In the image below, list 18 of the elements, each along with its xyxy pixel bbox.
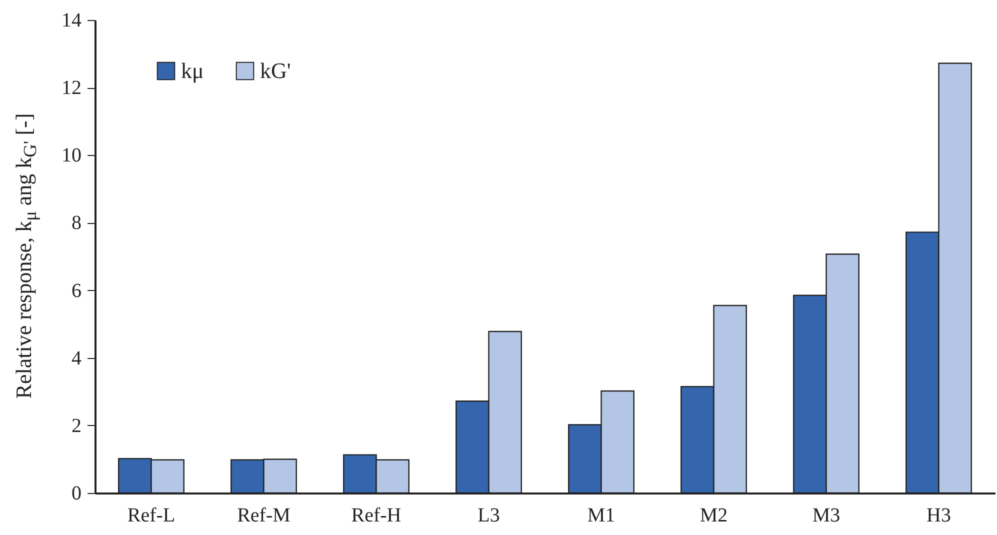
y-tick-label: 6 [72,280,82,302]
y-tick-label: 8 [72,212,82,234]
y-tick-label: 12 [62,77,82,100]
y-tick-label: 14 [62,10,82,32]
y-tick-label: 0 [72,482,82,504]
legend-label: kμ [181,58,204,83]
x-tick-label: Ref-M [237,504,291,526]
x-tick-label: M3 [812,504,840,526]
x-tick-label: M2 [700,504,728,526]
y-tick-label: 10 [62,144,82,167]
x-tick-label: H3 [926,504,951,526]
y-tick-label: 2 [72,414,82,437]
x-tick-label: Ref-H [351,504,402,526]
legend-label: kG' [260,58,291,83]
x-tick-label: Ref-L [127,504,176,526]
y-tick-label: 4 [72,347,82,370]
x-tick-label: L3 [478,504,500,526]
x-tick-label: M1 [587,504,616,526]
